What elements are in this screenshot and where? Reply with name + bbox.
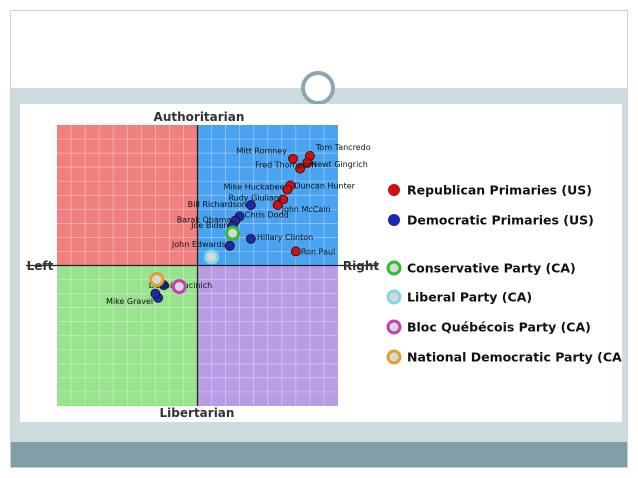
axis-label-left: Left [27, 259, 54, 273]
quadrant-bottom-right [197, 265, 338, 406]
point-label: Joe Biden [190, 221, 229, 230]
legend-marker [386, 260, 402, 276]
legend-marker [386, 349, 402, 365]
point-republican-primaries-us [290, 246, 301, 257]
point-label: Rudy Giuliani [228, 193, 281, 202]
point-label: Mitt Romney [236, 147, 287, 156]
slide-circle-ornament [301, 71, 335, 105]
legend-marker [388, 184, 400, 196]
legend-label: Liberal Party (CA) [407, 290, 532, 305]
legend-label: Conservative Party (CA) [407, 261, 576, 276]
point-label: Tom Tancredo [315, 143, 371, 152]
point-republican-primaries-us [288, 153, 298, 164]
point-democratic-primaries-us [245, 200, 256, 210]
point-label: Newt Gingrich [311, 160, 368, 169]
point-label: John McCain [281, 205, 331, 214]
point-bloc-qu-b-cois-party-ca [171, 279, 187, 295]
point-republican-primaries-us [272, 200, 283, 210]
point-label: Hillary Clinton [257, 233, 313, 242]
point-label: Fred Thompson [255, 161, 317, 170]
legend-label: Bloc Québécois Party (CA) [407, 320, 591, 335]
legend-marker [386, 319, 402, 335]
chart-panel: Authoritarian Libertarian Left Right Mit… [20, 104, 622, 422]
legend-label: Republican Primaries (US) [407, 183, 592, 198]
legend-marker [388, 214, 400, 226]
point-democratic-primaries-us [245, 233, 256, 244]
axis-label-right: Right [343, 259, 379, 273]
point-label: Barak Obama [177, 216, 232, 225]
axis-label-bottom: Libertarian [160, 406, 235, 420]
axis-label-top: Authoritarian [154, 110, 245, 124]
point-conservative-party-ca [225, 225, 241, 241]
point-label: John Edwards [171, 240, 226, 249]
quadrant-top-right [197, 125, 338, 266]
legend-label: Democratic Primaries (US) [407, 213, 594, 228]
quadrant-top-left [57, 125, 198, 266]
slide-footer-band [11, 442, 627, 467]
point-republican-primaries-us [302, 158, 312, 168]
political-compass-chart: Authoritarian Libertarian Left Right Mit… [26, 110, 622, 420]
point-national-democratic-party-ca [149, 272, 165, 288]
point-democratic-primaries-us [150, 288, 161, 299]
point-label: Bill Richardson [188, 200, 247, 209]
point-label: Duncan Hunter [294, 181, 355, 190]
point-democratic-primaries-us [224, 240, 235, 251]
point-label: Chris Dodd [245, 210, 289, 219]
legend-label: National Democratic Party (CA) [407, 350, 622, 365]
point-label: Ron Paul [301, 247, 335, 256]
point-republican-primaries-us [282, 184, 293, 195]
point-republican-primaries-us [295, 163, 305, 174]
point-label: Mike Gravel [106, 297, 153, 306]
point-liberal-party-ca [204, 249, 220, 265]
legend-marker [386, 289, 402, 305]
point-label: Mike Huckabee [224, 183, 285, 192]
